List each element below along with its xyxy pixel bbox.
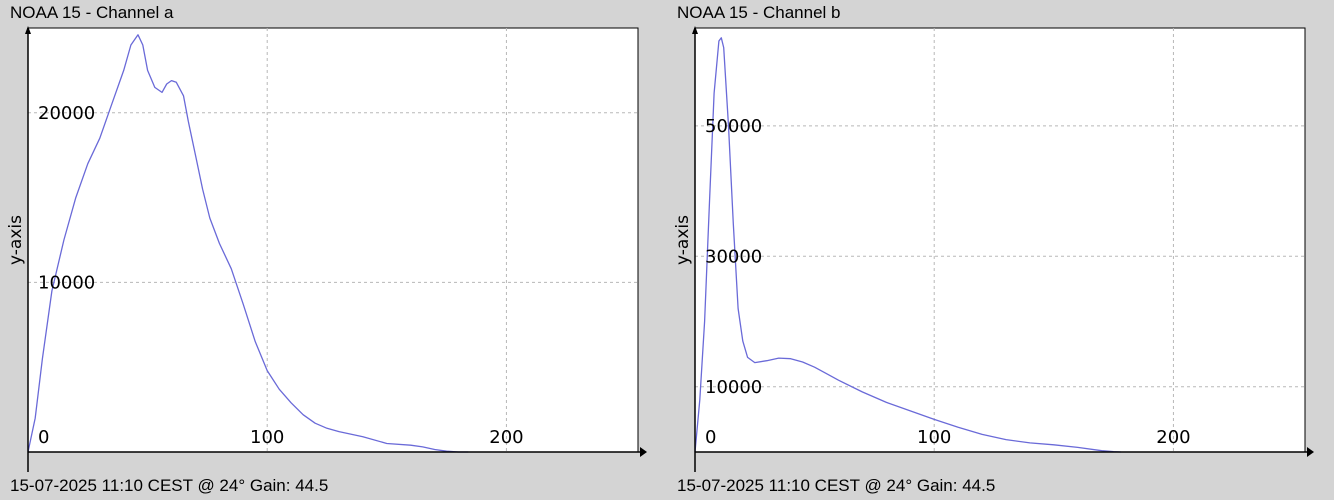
y-tick-label: 30000	[705, 246, 762, 267]
x-tick-label: 200	[489, 427, 523, 448]
chart-svg: 0 100 200 10000 30000 50000 y-axis	[673, 26, 1314, 472]
series-line	[694, 37, 1121, 453]
plot-area	[694, 27, 1306, 453]
y-axis-title: y-axis	[6, 215, 26, 265]
x-tick-label: 0	[705, 427, 716, 448]
x-tick-label: 0	[38, 427, 49, 448]
y-tick-label: 10000	[38, 272, 95, 293]
x-tick-label: 100	[917, 427, 951, 448]
y-axis-title: y-axis	[673, 215, 693, 265]
x-tick-label: 200	[1156, 427, 1190, 448]
chart-panel-channel-a: NOAA 15 - Channel a 0 100 200 10000 20000 y-a…	[0, 0, 647, 500]
chart-title: NOAA 15 - Channel a	[10, 3, 174, 22]
series-line	[27, 34, 469, 453]
x-tick-label: 100	[250, 427, 284, 448]
chart-footer-timestamp: 15-07-2025 11:10 CEST @ 24° Gain: 44.5	[677, 476, 996, 495]
y-axis-arrowhead	[692, 26, 698, 34]
chart-footer-timestamp: 15-07-2025 11:10 CEST @ 24° Gain: 44.5	[10, 476, 329, 495]
y-tick-label: 10000	[705, 377, 762, 398]
chart-title: NOAA 15 - Channel b	[677, 3, 841, 22]
y-axis-arrowhead	[25, 26, 31, 34]
x-axis-arrowhead	[1307, 447, 1314, 457]
y-tick-label: 50000	[705, 116, 762, 137]
y-tick-label: 20000	[38, 103, 95, 124]
x-axis-arrowhead	[640, 447, 647, 457]
plot-area	[27, 27, 639, 453]
chart-panel-channel-b: NOAA 15 - Channel b 0 100 200 10000 30000 500…	[667, 0, 1314, 500]
chart-svg: 0 100 200 10000 20000 y-axis	[6, 26, 647, 472]
